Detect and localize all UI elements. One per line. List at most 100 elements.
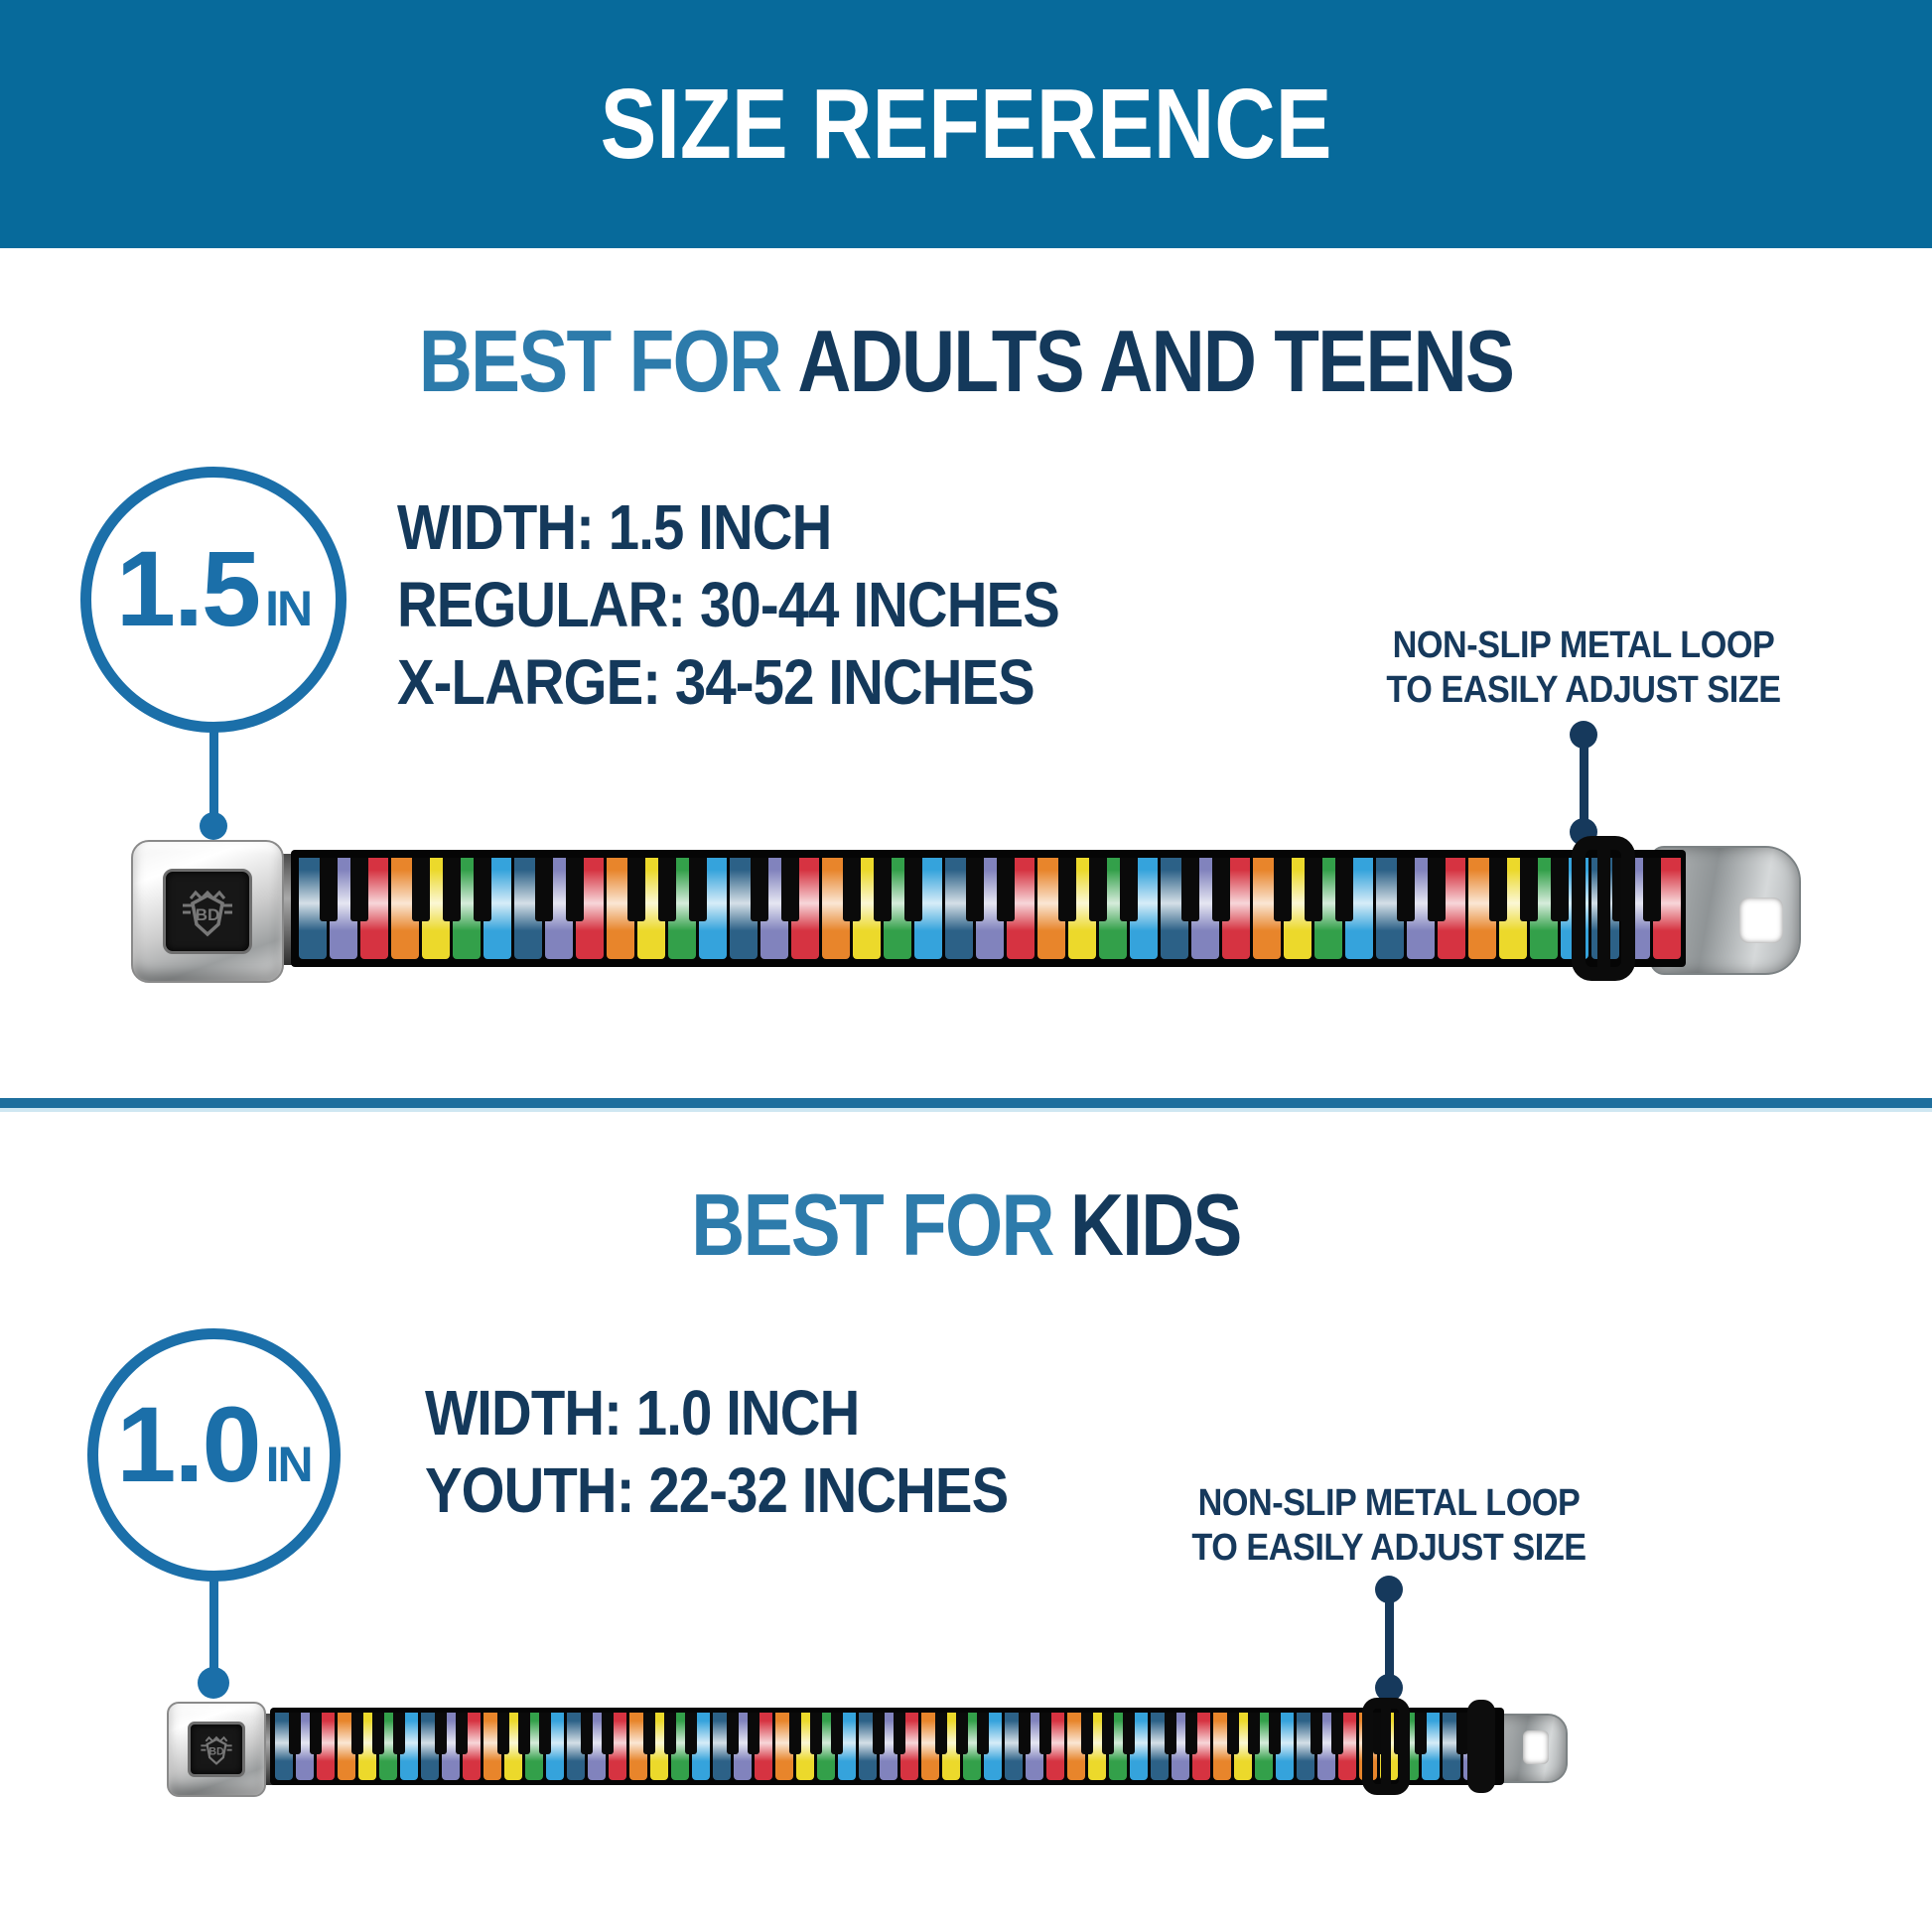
heading-rest-adults: ADULTS AND TEENS [797,312,1515,410]
piano-black-key [626,858,645,921]
badge-pointer-line-kids [209,1578,218,1671]
callout-pointer-dot-bottom-kids [1375,1674,1403,1702]
piano-black-key [955,1713,968,1754]
piano-black-key [1164,1713,1176,1754]
piano-black-key [580,1713,593,1754]
piano-black-key [1427,858,1446,921]
piano-black-key [565,858,584,921]
piano-black-key [534,858,553,921]
piano-black-key [1080,1713,1093,1754]
piano-key [838,1713,856,1780]
piano-black-key [780,858,799,921]
badge-pointer-dot-adult [200,812,227,840]
heading-accent-kids: BEST FOR [691,1175,1054,1274]
piano-key [609,1713,626,1780]
piano-black-key [726,1713,739,1754]
piano-black-key [349,858,368,921]
piano-black-key [830,1713,843,1754]
piano-black-key [1268,1713,1281,1754]
callout-line2-adult: TO EASILY ADJUST SIZE [1386,669,1781,711]
piano-black-key [873,858,892,921]
piano-black-key [903,858,922,921]
piano-black-key [1550,858,1569,921]
piano-black-key [893,1713,905,1754]
piano-black-key [842,858,861,921]
piano-black-key [976,1713,989,1754]
piano-black-key [1273,858,1292,921]
piano-black-key [934,1713,947,1754]
piano-black-key [1184,1713,1197,1754]
piano-key [546,1713,564,1780]
header-banner: SIZE REFERENCE [0,0,1932,248]
piano-black-key [1310,1713,1322,1754]
piano-black-key [1018,1713,1031,1754]
piano-black-key [1396,858,1415,921]
piano-black-key [538,1713,551,1754]
piano-black-key [350,1713,363,1754]
piano-black-key [517,1713,530,1754]
specs-kids: WIDTH: 1.0 INCH YOUTH: 22-32 INCHES [425,1374,1009,1529]
callout-pointer-line-adult [1580,735,1588,832]
badge-unit-adult: IN [265,581,313,636]
piano-black-key [688,858,707,921]
piano-key [1192,1713,1210,1780]
piano-black-key [1180,858,1199,921]
piano-black-key [642,1713,655,1754]
metal-loop-kids [1362,1698,1410,1795]
strap-end-ring-kids [1467,1700,1495,1793]
heading-accent-adults: BEST FOR [418,312,782,410]
piano-black-key [1226,1713,1239,1754]
piano-black-key [872,1713,885,1754]
piano-black-key [1038,1713,1051,1754]
piano-black-key [965,858,984,921]
section-divider [0,1098,1932,1112]
piano-black-key [1057,858,1076,921]
page-title: SIZE REFERENCE [600,69,1332,180]
section-heading-kids: BEST FOR KIDS [145,1181,1787,1269]
piano-black-key [1642,858,1661,921]
piano-black-key [747,1713,759,1754]
piano-key [463,1713,481,1780]
spec-xlarge-adult: X-LARGE: 34-52 INCHES [397,646,1035,718]
piano-key [914,858,942,959]
svg-text:BD: BD [208,1746,224,1758]
piano-black-key [371,1713,384,1754]
piano-black-key [455,1713,468,1754]
svg-text:BD: BD [196,905,220,924]
piano-black-key [392,1713,405,1754]
piano-key [1338,1713,1356,1780]
piano-black-key [1088,858,1107,921]
piano-black-key [288,1713,301,1754]
piano-key [984,1713,1002,1780]
badge-value-adult: 1.5 [115,528,261,648]
badge-pointer-dot-kids [198,1667,229,1699]
callout-line1-kids: NON-SLIP METAL LOOP [1197,1482,1581,1524]
piano-black-key [1119,858,1138,921]
piano-black-key [319,858,338,921]
piano-key [755,1713,772,1780]
piano-black-key [411,858,430,921]
bd-logo-icon: BD [183,890,232,937]
badge-pointer-line-adult [209,731,218,818]
spec-youth-kids: YOUTH: 22-32 INCHES [425,1454,1009,1526]
piano-black-key [1211,858,1230,921]
callout-line1-adult: NON-SLIP METAL LOOP [1392,624,1775,666]
piano-black-key [809,1713,822,1754]
piano-black-key [788,1713,801,1754]
piano-black-key [996,858,1015,921]
spec-width-adult: WIDTH: 1.5 INCH [397,491,832,563]
belt-strap-adult [291,850,1686,967]
piano-key [317,1713,335,1780]
piano-black-key [601,1713,614,1754]
piano-key [692,1713,710,1780]
piano-black-key [657,858,676,921]
heading-rest-kids: KIDS [1069,1175,1243,1274]
bd-logo-icon: BD [201,1735,232,1765]
piano-black-key [684,1713,697,1754]
metal-loop-callout-adult: NON-SLIP METAL LOOP TO EASILY ADJUST SIZ… [1338,623,1830,713]
piano-key [1276,1713,1294,1780]
buckle-window-adult: BD [163,869,252,954]
piano-black-key [663,1713,676,1754]
width-badge-adult: 1.5 IN [80,467,346,733]
